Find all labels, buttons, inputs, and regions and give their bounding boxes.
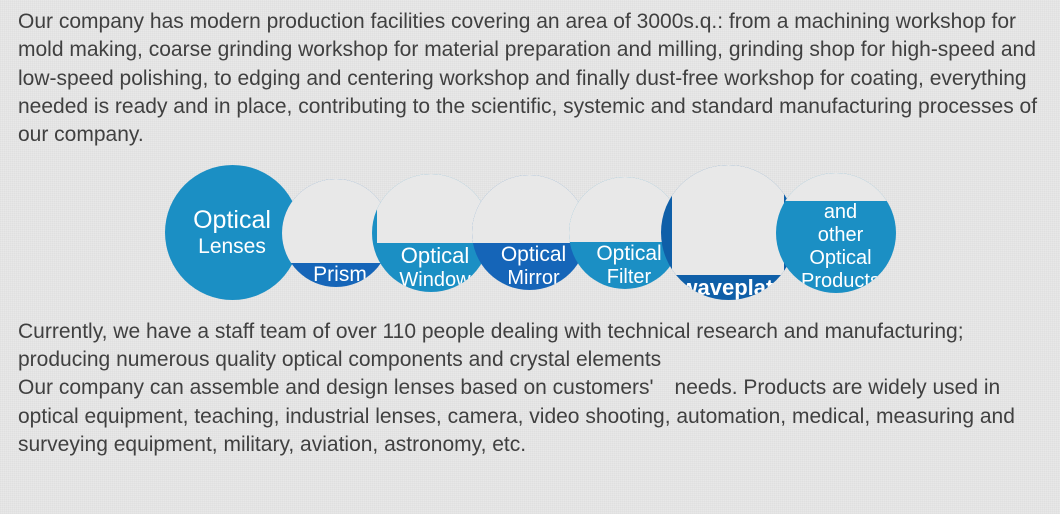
applications-paragraph: Our company can assemble and design lens… — [18, 374, 1042, 459]
circle-label-line: Optical — [401, 243, 469, 268]
product-circle: andotherOpticalProducts — [776, 173, 896, 293]
intro-paragraph: Our company has modern production facili… — [18, 8, 1042, 150]
product-circles-row: OpticalLensesPrismOpticalWindowOpticalMi… — [18, 158, 1042, 308]
circle-label-line: Window — [399, 269, 470, 292]
circle-label-line: Optical — [501, 243, 566, 267]
circle-label-line: Products — [801, 270, 880, 293]
circle-label-line: Filter — [607, 266, 651, 289]
circle-label-line: Prism — [313, 263, 367, 287]
circle-label-line: Lenses — [198, 235, 266, 259]
circle-label-line: waveplate — [680, 275, 785, 300]
circle-label-line: Optical — [809, 247, 871, 270]
circle-label-line: and — [824, 201, 857, 224]
circle-label-line: other — [818, 224, 864, 247]
circle-label-line: Optical — [596, 242, 661, 266]
product-circle: OpticalLenses — [165, 165, 300, 300]
circle-label-line: Optical — [193, 206, 271, 235]
circle-label-line: Mirror — [507, 267, 559, 290]
staff-paragraph: Currently, we have a staff team of over … — [18, 318, 1042, 375]
